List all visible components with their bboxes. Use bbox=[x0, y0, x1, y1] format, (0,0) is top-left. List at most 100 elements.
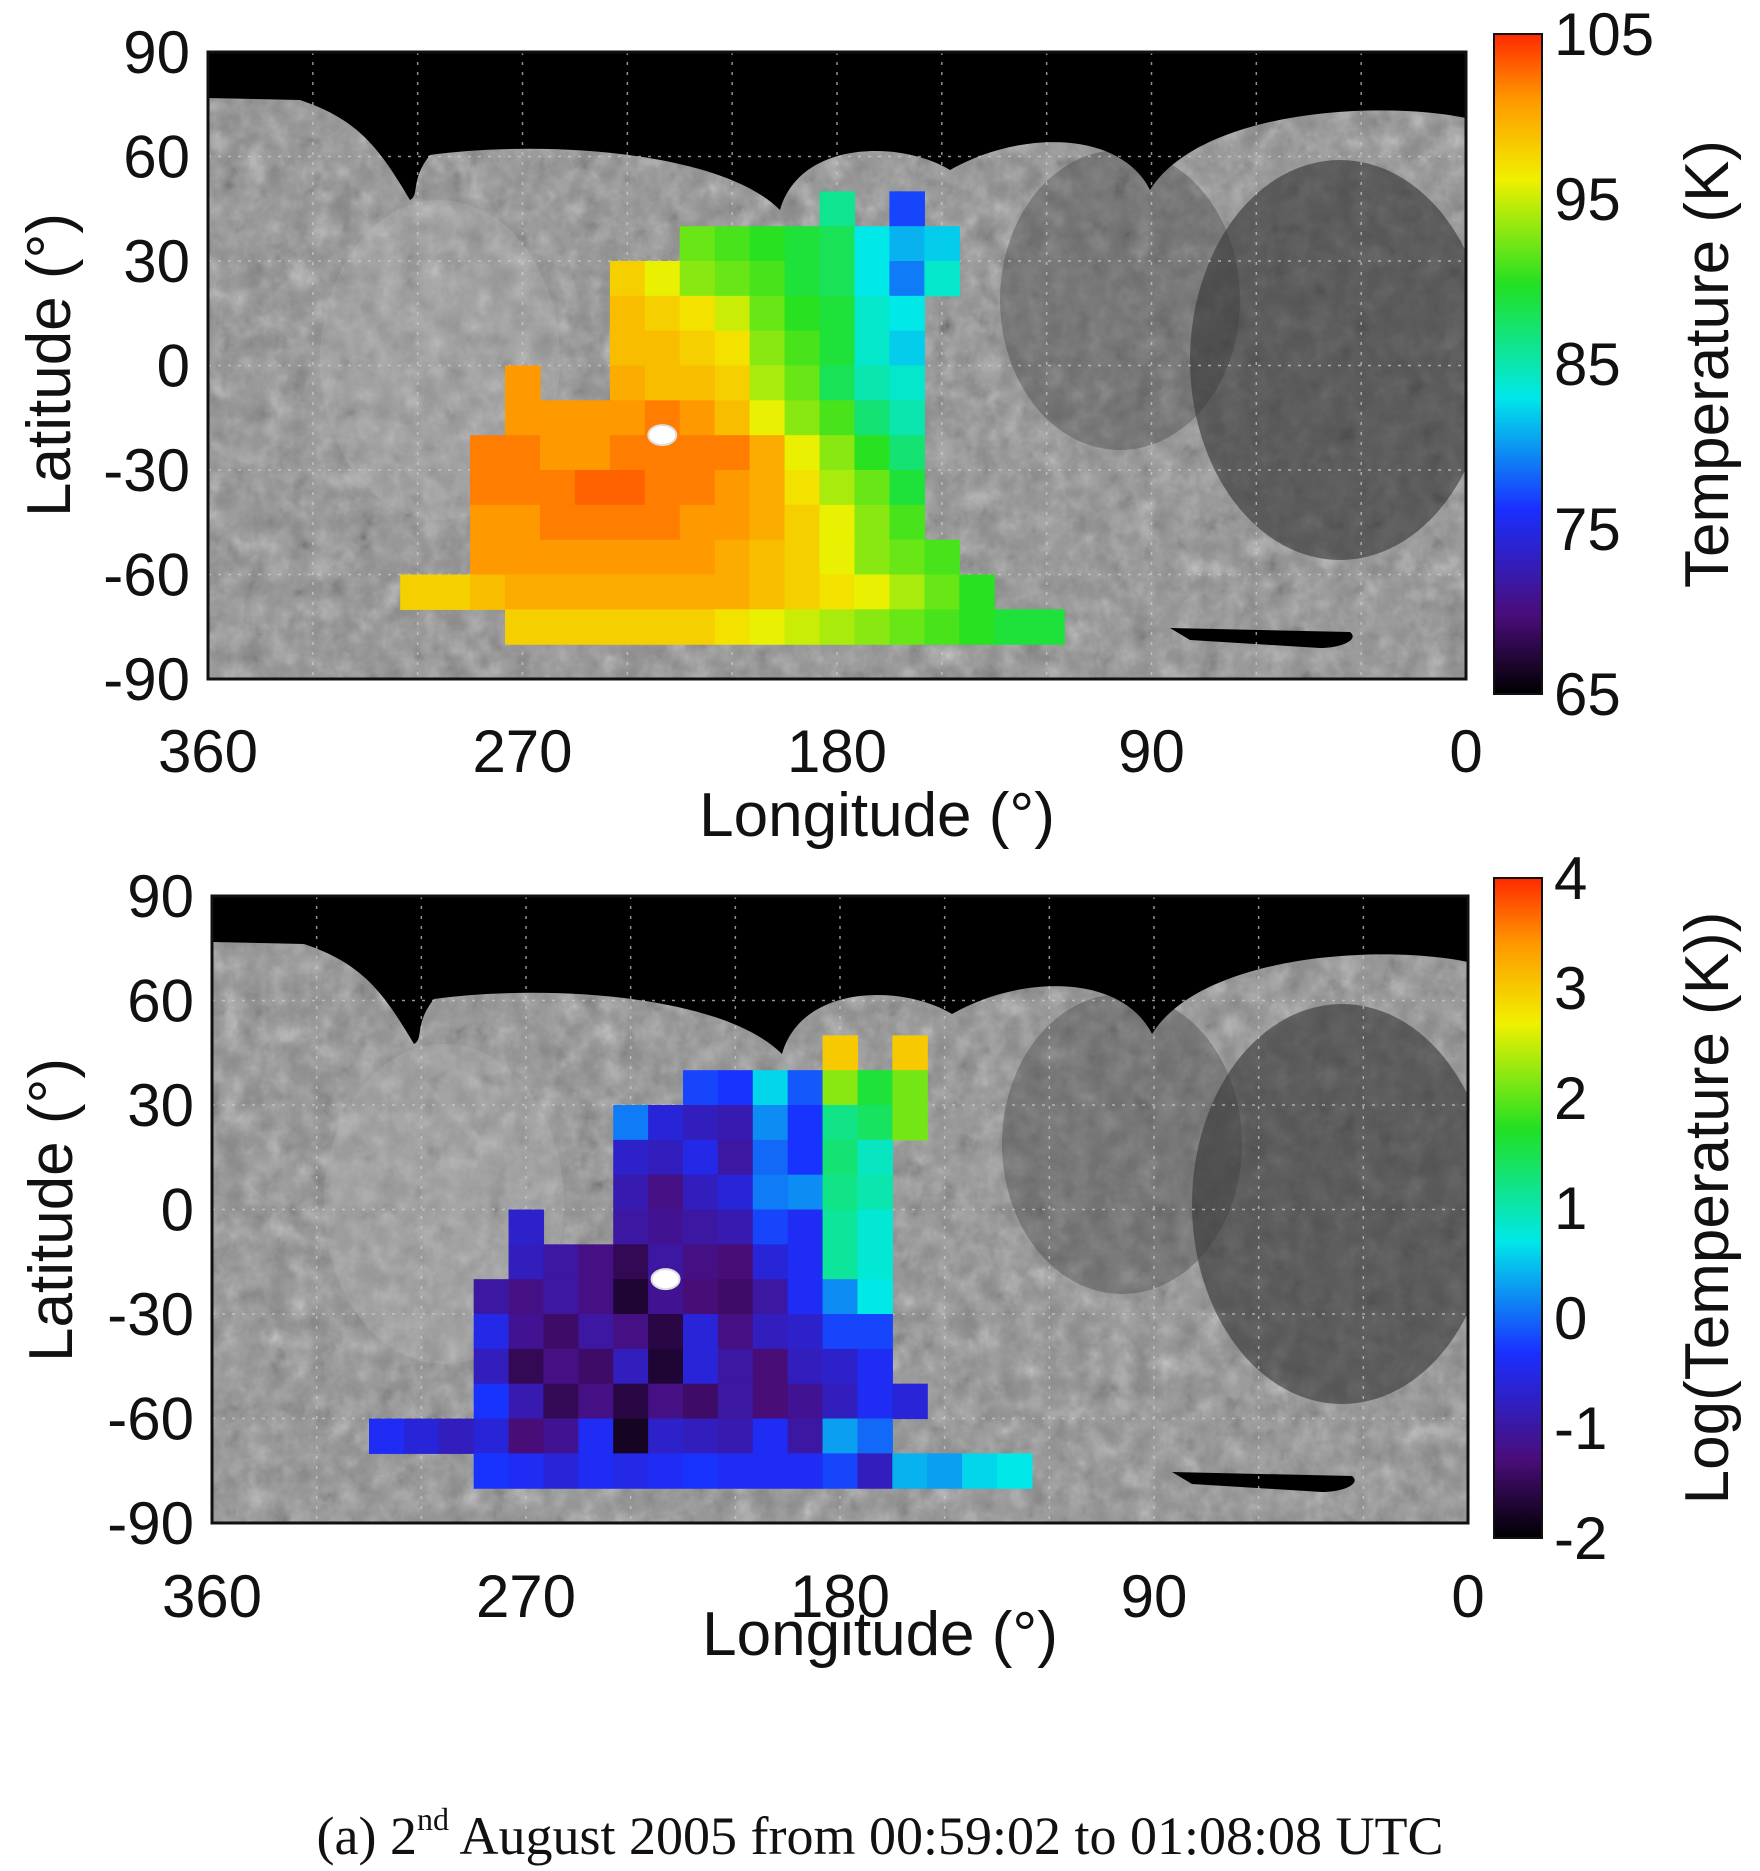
heatmap-cell bbox=[854, 226, 891, 262]
y-tick-label: 90 bbox=[123, 19, 190, 86]
heatmap-cell bbox=[857, 1418, 893, 1454]
heatmap-cell bbox=[473, 1279, 510, 1315]
heatmap-cell bbox=[854, 365, 891, 401]
heatmap-cell bbox=[714, 539, 751, 576]
heatmap-cell bbox=[508, 1383, 545, 1420]
heatmap-cell bbox=[889, 365, 925, 401]
heatmap-cell bbox=[648, 1348, 684, 1385]
heatmap-cell bbox=[717, 1105, 754, 1141]
heatmap-cell bbox=[505, 574, 541, 610]
heatmap-cell bbox=[543, 1453, 579, 1489]
caption-superscript: nd bbox=[416, 1801, 449, 1837]
heatmap-cell bbox=[752, 1209, 789, 1245]
heatmap-cell bbox=[749, 539, 786, 576]
heatmap-cell bbox=[994, 609, 1030, 645]
heatmap-cell bbox=[609, 470, 646, 506]
heatmap-cell bbox=[819, 295, 856, 332]
heatmap-cell bbox=[892, 1035, 928, 1071]
heatmap-cell bbox=[752, 1244, 789, 1280]
heatmap-cell bbox=[683, 1418, 719, 1454]
heatmap-cell bbox=[819, 470, 856, 506]
heatmap-cell bbox=[648, 1453, 684, 1489]
heatmap-cell bbox=[714, 574, 751, 610]
heatmap-cell bbox=[784, 295, 821, 332]
heatmap-cell bbox=[683, 1070, 719, 1106]
heatmap-cell bbox=[574, 470, 611, 506]
heatmap-cell bbox=[644, 470, 681, 506]
heatmap-cell bbox=[644, 539, 681, 576]
heatmap-cell bbox=[470, 504, 506, 541]
y-tick-label: -90 bbox=[103, 646, 190, 713]
heatmap-cell bbox=[924, 609, 960, 645]
heatmap-cell bbox=[400, 574, 436, 610]
heatmap-cell bbox=[752, 1348, 789, 1385]
y-tick-label: -60 bbox=[103, 542, 190, 609]
heatmap-cell bbox=[613, 1209, 649, 1245]
heatmap-cell bbox=[892, 1105, 928, 1141]
heatmap-cell bbox=[784, 226, 821, 262]
x-tick-label: 360 bbox=[162, 1563, 262, 1630]
heatmap-cell bbox=[959, 574, 995, 610]
heatmap-cell bbox=[787, 1070, 824, 1106]
heatmap-cell bbox=[819, 261, 856, 297]
heatmap-cell bbox=[889, 574, 925, 610]
heatmap-cell bbox=[717, 1314, 754, 1350]
heatmap-cell bbox=[752, 1453, 789, 1489]
heatmap-cell bbox=[822, 1139, 859, 1176]
heatmap-cell bbox=[609, 539, 646, 576]
heatmap-cell bbox=[752, 1383, 789, 1420]
heatmap-cell bbox=[609, 330, 646, 367]
heatmap-cell bbox=[822, 1279, 859, 1315]
heatmap-cell bbox=[505, 365, 541, 401]
y-tick-labels: 90 60 30 0 -30 -60 -90 bbox=[103, 19, 190, 713]
marker-point bbox=[650, 1268, 681, 1291]
heatmap-cell bbox=[543, 1279, 579, 1315]
heatmap-cell bbox=[683, 1105, 719, 1141]
heatmap-cell bbox=[714, 470, 751, 506]
heatmap-cell bbox=[717, 1279, 754, 1315]
heatmap-cell bbox=[924, 574, 960, 610]
colorbar-tick-label: 65 bbox=[1554, 661, 1621, 728]
heatmap-cell bbox=[505, 400, 541, 436]
heatmap-cell bbox=[613, 1453, 649, 1489]
y-tick-labels: 90 60 30 0 -30 -60 -90 bbox=[107, 863, 194, 1557]
colorbar-label: Log(Temperature (K)) bbox=[1673, 912, 1742, 1505]
heatmap-cell bbox=[508, 1314, 545, 1350]
heatmap-cell bbox=[683, 1279, 719, 1315]
heatmap-cell bbox=[714, 226, 751, 262]
y-tick-label: 60 bbox=[123, 124, 190, 191]
heatmap-cell bbox=[683, 1244, 719, 1280]
y-tick-label: -60 bbox=[107, 1386, 194, 1453]
heatmap-cell bbox=[749, 504, 786, 541]
heatmap-cell bbox=[854, 330, 891, 367]
heatmap-cell bbox=[892, 1070, 928, 1106]
heatmap-cell bbox=[924, 539, 960, 576]
heatmap-cell bbox=[749, 295, 786, 332]
colorbar-tick-label: -1 bbox=[1554, 1395, 1607, 1462]
heatmap-cell bbox=[613, 1348, 649, 1385]
heatmap-cell bbox=[717, 1244, 754, 1280]
heatmap-cell bbox=[857, 1453, 893, 1489]
heatmap-cell bbox=[784, 330, 821, 367]
heatmap-cell bbox=[784, 574, 821, 610]
heatmap-cell bbox=[683, 1209, 719, 1245]
heatmap-cell bbox=[679, 400, 716, 436]
colorbar-tick-label: 0 bbox=[1554, 1285, 1587, 1352]
y-tick-label: 30 bbox=[127, 1072, 194, 1139]
heatmap-cell bbox=[889, 261, 925, 297]
heatmap-cell bbox=[822, 1418, 859, 1454]
heatmap-cell bbox=[543, 1418, 579, 1454]
heatmap-cell bbox=[609, 504, 646, 541]
heatmap-cell bbox=[679, 295, 716, 332]
heatmap-cell bbox=[644, 330, 681, 367]
heatmap-cell bbox=[784, 400, 821, 436]
heatmap-cell bbox=[543, 1244, 579, 1280]
heatmap-cell bbox=[508, 1279, 545, 1315]
heatmap-cell bbox=[819, 191, 856, 227]
y-tick-label: 0 bbox=[161, 1177, 194, 1244]
heatmap-cell bbox=[752, 1139, 789, 1176]
heatmap-cell bbox=[819, 574, 856, 610]
heatmap-cell bbox=[648, 1139, 684, 1176]
heatmap-cell bbox=[578, 1453, 614, 1489]
heatmap-cell bbox=[505, 539, 541, 576]
